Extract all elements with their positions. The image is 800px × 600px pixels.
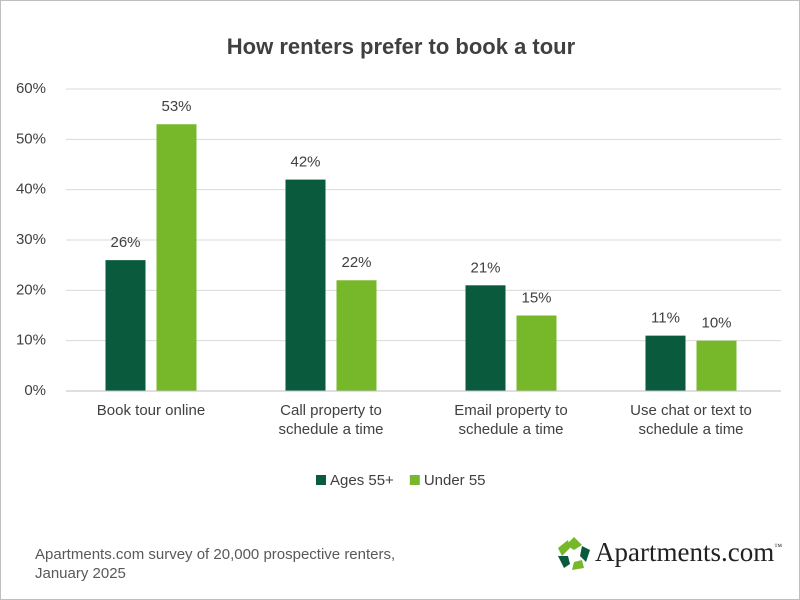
legend-label: Under 55: [424, 472, 486, 489]
bar: [465, 285, 506, 391]
chart-title: How renters prefer to book a tour: [227, 34, 576, 59]
legend-swatch: [409, 475, 420, 485]
bar: [645, 335, 686, 391]
bar: [156, 124, 197, 391]
y-tick-label: 60%: [16, 80, 46, 97]
bar: [516, 315, 557, 391]
y-tick-label: 0%: [24, 382, 46, 399]
y-tick-label: 30%: [16, 231, 46, 248]
logo-name: Apartments.com: [595, 537, 774, 567]
y-tick-label: 50%: [16, 130, 46, 147]
value-label: 22%: [341, 254, 371, 271]
legend-swatch: [316, 475, 326, 485]
value-label: 11%: [651, 310, 680, 327]
x-tick-label: Use chat or text to schedule a time: [630, 402, 752, 438]
bar: [285, 179, 326, 391]
y-tick-label: 40%: [16, 181, 46, 198]
logo-text: Apartments.com™: [595, 537, 782, 567]
value-label: 53%: [161, 98, 191, 115]
y-tick-label: 20%: [16, 281, 46, 298]
value-label: 15%: [521, 289, 551, 306]
value-label: 26%: [110, 234, 140, 251]
x-tick-label: Call property to schedule a time: [278, 402, 384, 438]
y-tick-label: 10%: [16, 332, 46, 349]
value-label: 21%: [470, 259, 500, 276]
bar: [105, 260, 146, 391]
legend-label: Ages 55+: [330, 472, 394, 489]
logo-tm: ™: [774, 542, 782, 551]
logo-icon: [558, 537, 590, 570]
x-tick-label: Book tour online: [96, 402, 206, 419]
value-label: 42%: [290, 154, 320, 171]
x-tick-label: Email property to schedule a time: [454, 402, 568, 438]
bar: [336, 280, 377, 391]
value-label: 10%: [701, 315, 731, 332]
bar: [696, 340, 737, 391]
source-note: Apartments.com survey of 20,000 prospect…: [35, 546, 396, 582]
